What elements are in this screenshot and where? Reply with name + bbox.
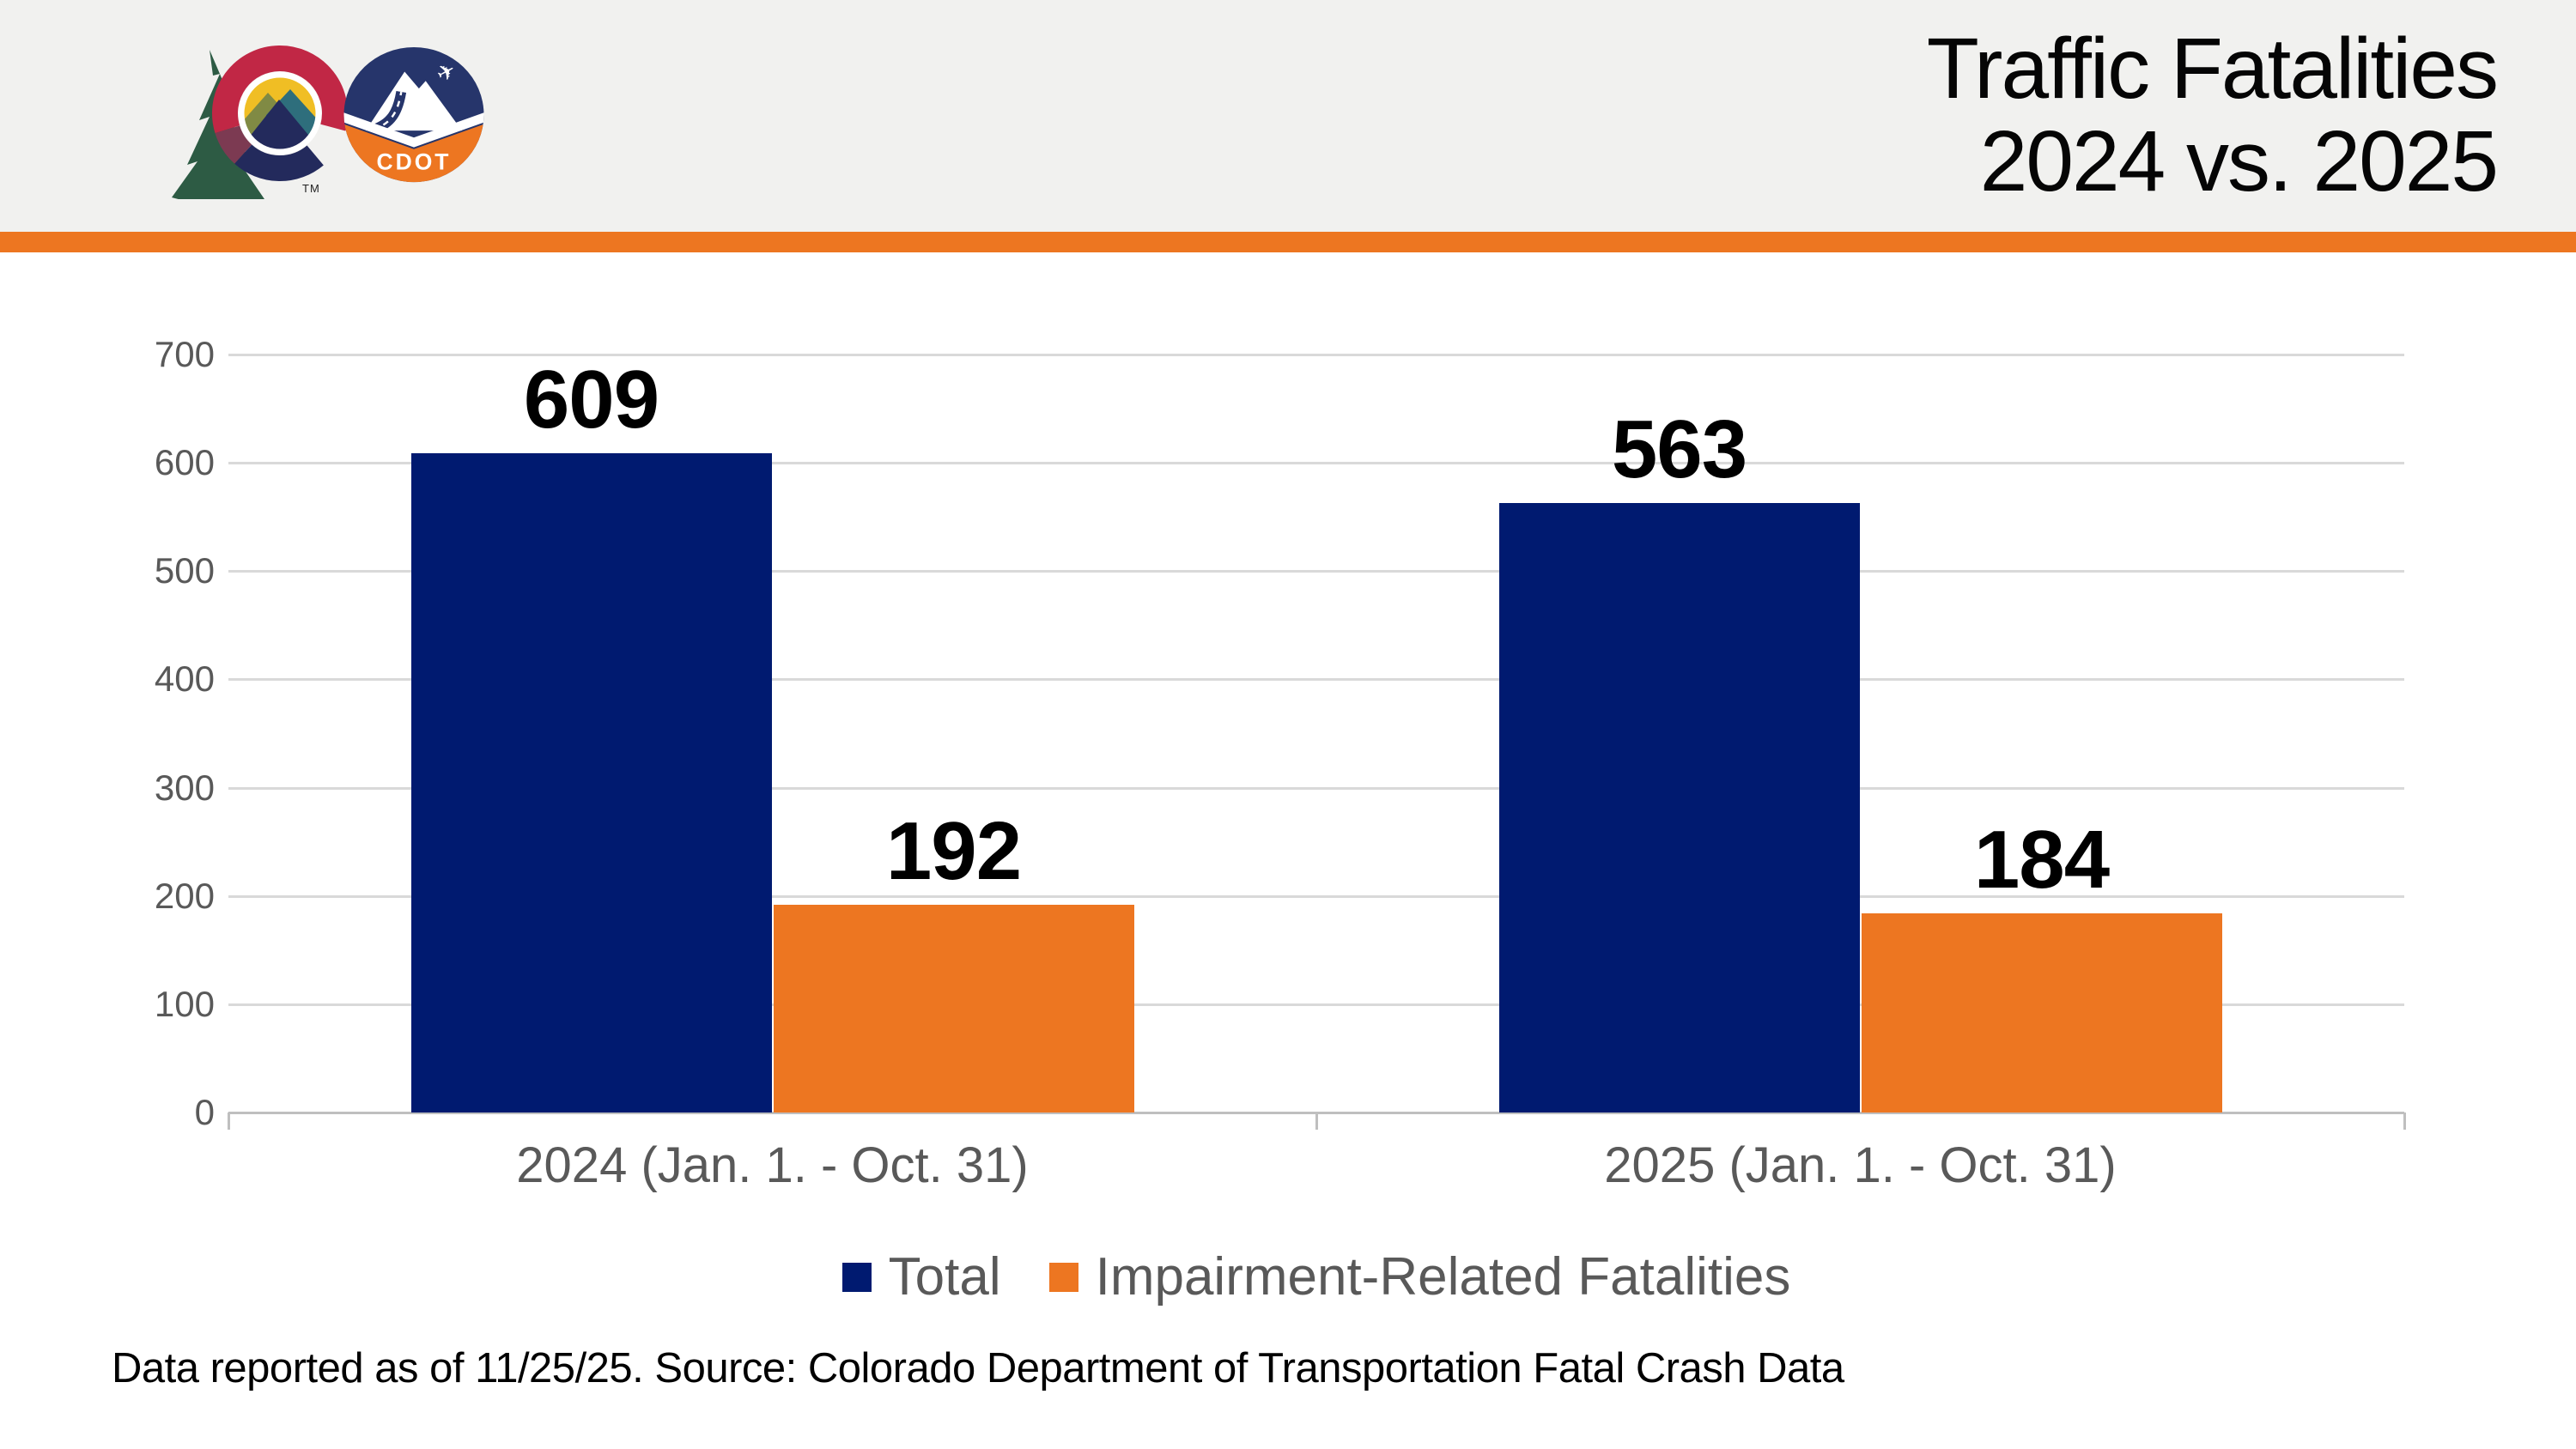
x-axis-label-2025: 2025 (Jan. 1. - Oct. 31) bbox=[1604, 1137, 2117, 1193]
bar-total-2024 bbox=[410, 452, 772, 1113]
cdot-logo-icon: ✈ CDOT bbox=[343, 46, 484, 183]
axis-tick bbox=[1315, 1113, 1318, 1130]
y-axis-tick-label: 300 bbox=[154, 767, 215, 808]
cdot-logo-label: CDOT bbox=[377, 149, 452, 174]
bar-value-impairment-2025: 184 bbox=[1973, 813, 2110, 906]
legend-swatch-impairment bbox=[1048, 1263, 1078, 1292]
x-axis-label-2024: 2024 (Jan. 1. - Oct. 31) bbox=[516, 1137, 1029, 1193]
colorado-c-icon bbox=[212, 45, 348, 182]
legend-swatch-total bbox=[841, 1263, 872, 1292]
y-axis-tick-label: 600 bbox=[154, 442, 215, 483]
legend-item-total: Total bbox=[841, 1247, 1001, 1307]
gridline-300 bbox=[228, 786, 2404, 790]
gridline-500 bbox=[228, 570, 2404, 573]
y-axis-tick-label: 100 bbox=[154, 983, 215, 1024]
page-title: Traffic Fatalities 2024 vs. 2025 bbox=[1926, 21, 2499, 209]
y-axis-tick-label: 500 bbox=[154, 550, 215, 591]
axis-tick bbox=[2403, 1113, 2406, 1130]
legend-item-impairment: Impairment-Related Fatalities bbox=[1048, 1247, 1791, 1307]
logo-group: TM ✈ CDOT bbox=[160, 27, 486, 199]
bar-value-total-2024: 609 bbox=[523, 353, 659, 446]
bar-impairment-2024 bbox=[773, 904, 1134, 1113]
gridline-100 bbox=[228, 1003, 2404, 1006]
legend-label-impairment: Impairment-Related Fatalities bbox=[1095, 1247, 1791, 1307]
gridline-600 bbox=[228, 462, 2404, 465]
bar-value-impairment-2024: 192 bbox=[885, 804, 1022, 897]
y-axis-tick-label: 200 bbox=[154, 875, 215, 916]
gridline-700 bbox=[228, 354, 2404, 356]
y-axis-tick-label: 400 bbox=[154, 658, 215, 700]
page-title-line2: 2024 vs. 2025 bbox=[1979, 113, 2499, 209]
chart-legend: Total Impairment-Related Fatalities bbox=[228, 1246, 2404, 1308]
bar-total-2025 bbox=[1498, 502, 1860, 1113]
accent-band bbox=[0, 232, 2576, 252]
chevron-divider-icon bbox=[343, 111, 484, 148]
y-axis-tick-label: 700 bbox=[154, 334, 215, 374]
source-note: Data reported as of 11/25/25. Source: Co… bbox=[112, 1345, 1844, 1391]
gridline-400 bbox=[228, 678, 2404, 682]
page-title-line1: Traffic Fatalities bbox=[1926, 21, 2499, 117]
trademark-text: TM bbox=[302, 182, 320, 195]
bar-value-total-2025: 563 bbox=[1611, 403, 1747, 495]
axis-tick bbox=[228, 1113, 230, 1130]
legend-label-total: Total bbox=[888, 1247, 1001, 1307]
colorado-state-logo-icon: TM bbox=[172, 45, 348, 199]
y-axis-tick-label: 0 bbox=[194, 1092, 215, 1132]
gridline-200 bbox=[228, 894, 2404, 898]
header: TM ✈ CDOT Traffic Fatalities 2024 vs. bbox=[0, 0, 2576, 232]
bar-impairment-2025 bbox=[1861, 912, 2222, 1113]
